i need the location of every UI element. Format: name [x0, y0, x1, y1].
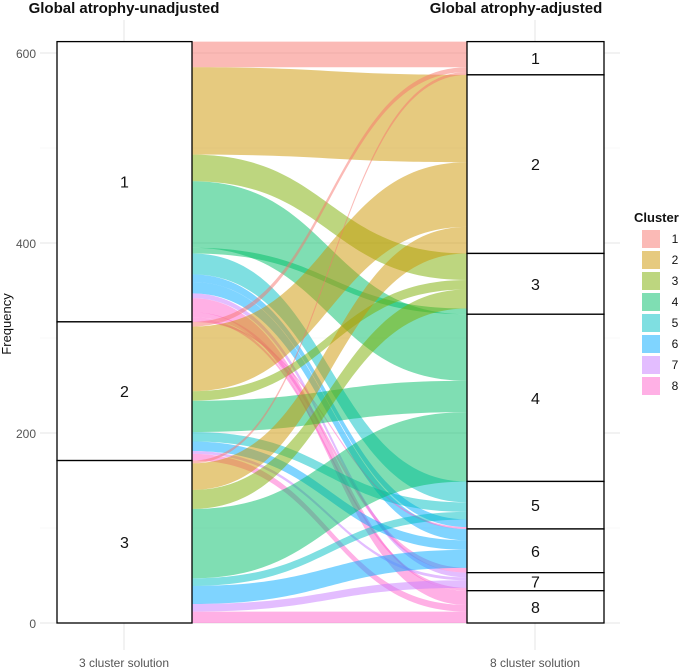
right-stratum-5	[466, 480, 605, 530]
flow-c7-s1-to-7	[192, 293, 467, 578]
flow-c7-s3-to-7	[192, 580, 467, 612]
right-stratum-8-label: 8	[531, 600, 540, 617]
flow-c2-s2-to-2	[192, 162, 467, 392]
flow-c3-s1-to-3	[192, 154, 467, 281]
right-stratum-6	[466, 528, 605, 574]
flow-c8-s1-to-5	[192, 319, 467, 529]
legend-swatch-2	[642, 251, 660, 269]
legend-swatch-3	[642, 272, 660, 290]
right-stratum-1-label: 1	[531, 51, 540, 68]
legend-swatch-7	[642, 356, 660, 374]
left-stratum-1-label: 1	[120, 175, 129, 192]
flow-c8-s1-to-8	[192, 298, 467, 605]
flow-c1-s1-to-1	[192, 41, 467, 68]
left-axis-title: Global atrophy-unadjusted	[29, 0, 220, 17]
left-stratum-3	[56, 459, 193, 624]
flow-c5-s3-to-5	[192, 511, 467, 586]
right-stratum-8	[466, 590, 605, 624]
legend-label-4: 4	[672, 295, 679, 309]
legend-label-6: 6	[672, 337, 679, 351]
y-axis-label: Frequency	[0, 293, 14, 355]
flow-c8-s1-to-6	[192, 312, 467, 573]
legend-swatch-8	[642, 377, 660, 395]
flow-c8-s3-to-8	[192, 611, 467, 623]
right-stratum-5-label: 5	[531, 498, 540, 515]
flow-c2-s1-to-2	[192, 67, 467, 163]
y-tick-400: 400	[16, 237, 36, 251]
y-tick-600: 600	[16, 47, 36, 61]
flow-c6-s3-to-6	[192, 549, 467, 604]
flow-c3-s2-to-3	[192, 280, 467, 401]
right-stratum-4-label: 4	[531, 391, 540, 408]
flow-c1-s2-to-1	[192, 67, 467, 327]
right-stratum-7-label: 7	[531, 575, 540, 592]
legend-label-1: 1	[672, 232, 679, 246]
right-stratum-2-label: 2	[531, 157, 540, 174]
legend-swatch-5	[642, 314, 660, 332]
legend-label-3: 3	[672, 274, 679, 288]
flow-c4-s3-to-4	[192, 412, 467, 579]
right-stratum-3	[466, 252, 605, 315]
left-stratum-2	[56, 321, 193, 462]
left-stratum-3-label: 3	[120, 535, 129, 552]
left-stratum-1	[56, 40, 193, 323]
flow-c3-s3-to-3	[192, 289, 467, 509]
legend-label-8: 8	[672, 379, 679, 393]
right-axis-title: Global atrophy-adjusted	[430, 0, 603, 17]
right-stratum-6-label: 6	[531, 544, 540, 561]
legend: Cluster 1 2 3 4 5 6 7 8	[634, 210, 679, 395]
flow-c2-s3-to-2	[192, 226, 467, 490]
x-tick-left: 3 cluster solution	[79, 656, 169, 670]
flow-c8-s2-to-8	[192, 453, 467, 612]
legend-swatch-4	[642, 293, 660, 311]
right-stratum-1	[466, 40, 605, 76]
right-stratum-3-label: 3	[531, 277, 540, 294]
flow-c1-s3-to-1	[192, 72, 467, 464]
right-stratum-2	[466, 74, 605, 255]
left-stratum-2-label: 2	[120, 384, 129, 401]
legend-swatch-6	[642, 335, 660, 353]
legend-title: Cluster	[634, 210, 679, 225]
y-tick-0: 0	[29, 617, 36, 631]
legend-label-2: 2	[672, 253, 679, 267]
x-tick-right: 8 cluster solution	[490, 656, 580, 670]
right-stratum-4	[466, 313, 605, 483]
legend-label-5: 5	[672, 316, 679, 330]
strata-layer: 1 2 3 1 2 3 4 5 6 7 8	[56, 40, 605, 624]
flows-layer	[192, 41, 467, 623]
flow-c5-s1-to-5	[192, 253, 467, 503]
flow-c8-s1-to-7	[192, 317, 467, 591]
y-tick-200: 200	[16, 427, 36, 441]
legend-label-7: 7	[672, 358, 679, 372]
legend-swatch-1	[642, 230, 660, 248]
